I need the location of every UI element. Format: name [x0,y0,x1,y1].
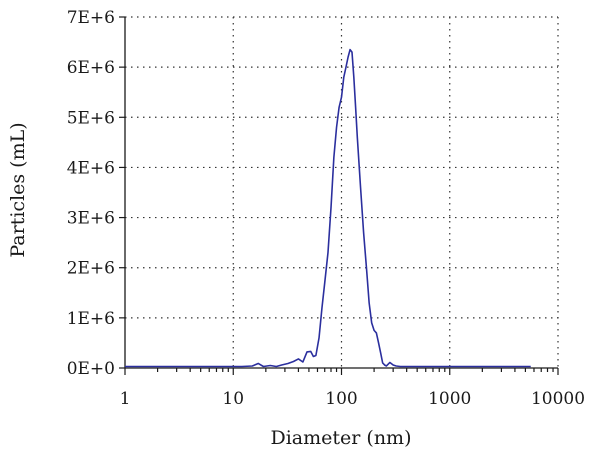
x-tick-label: 10 [222,389,244,409]
y-tick-label: 5E+6 [67,108,115,128]
y-tick-label: 3E+6 [67,209,115,229]
x-tick-label: 100 [325,389,357,409]
y-tick-label: 7E+6 [67,8,115,28]
y-axis-title: Particles (mL) [7,122,29,257]
y-tick-label: 0E+0 [67,359,115,379]
x-axis-title: Diameter (nm) [271,427,412,449]
series-layer [125,48,531,368]
x-tick-label: 10000 [531,389,585,409]
y-tick-label: 1E+6 [67,309,115,329]
series-line [125,48,531,368]
y-tick-label: 4E+6 [67,158,115,178]
ticks-layer [119,16,559,375]
y-tick-label: 6E+6 [67,58,115,78]
grid-layer [125,16,559,368]
x-tick-label: 1000 [428,389,471,409]
x-tick-label: 1 [120,389,131,409]
tick-labels: 0E+0 1E+6 2E+6 3E+6 4E+6 5E+6 6E+6 7E+6 1 10 100 10… [67,8,585,409]
y-tick-label: 2E+6 [67,259,115,279]
